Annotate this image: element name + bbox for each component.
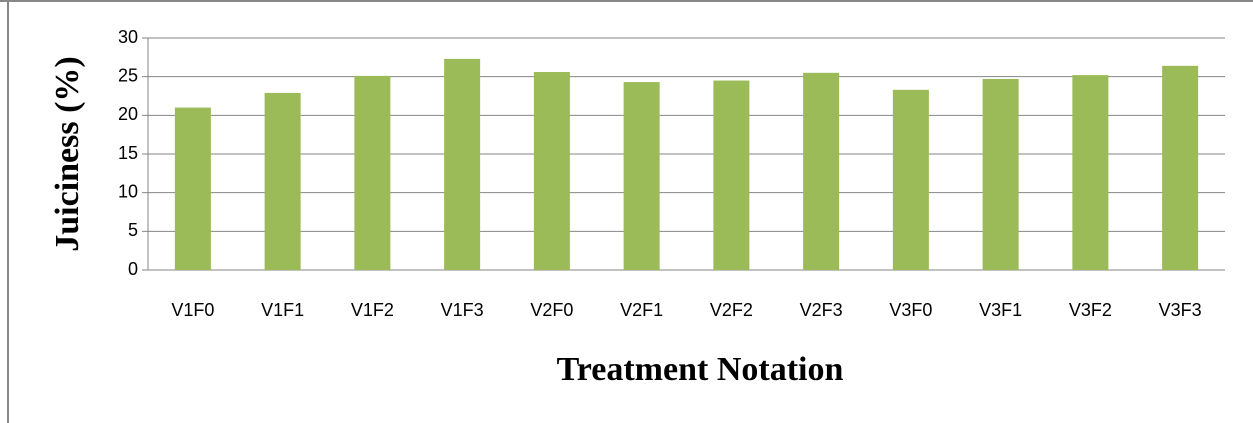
- bar: [264, 92, 301, 270]
- y-tick-label: 10: [118, 181, 138, 201]
- y-tick-label: 20: [118, 104, 138, 124]
- y-tick-label: 5: [128, 220, 138, 240]
- y-tick-label: 25: [118, 65, 138, 85]
- bar: [623, 82, 660, 270]
- x-tick-label: V3F0: [889, 300, 932, 320]
- bar: [1162, 65, 1199, 270]
- x-tick-label: V1F3: [441, 300, 484, 320]
- x-tick-label: V3F1: [979, 300, 1022, 320]
- x-tick-label: V2F1: [620, 300, 663, 320]
- x-axis-title: Treatment Notation: [557, 351, 844, 388]
- y-axis-title: Juiciness (%): [49, 56, 86, 252]
- bar: [174, 107, 211, 270]
- bar: [803, 72, 840, 270]
- x-tick-label: V2F2: [710, 300, 753, 320]
- bar: [1072, 75, 1109, 271]
- x-tick-label: V3F3: [1159, 300, 1202, 320]
- x-tick-label: V1F1: [261, 300, 304, 320]
- x-tick-label: V3F2: [1069, 300, 1112, 320]
- bar: [713, 80, 750, 271]
- bar: [444, 58, 481, 270]
- x-tick-label: V1F2: [351, 300, 394, 320]
- x-tick-label: V2F0: [530, 300, 573, 320]
- bar: [354, 75, 391, 270]
- y-tick-label: 0: [128, 259, 138, 279]
- bar: [533, 72, 570, 270]
- x-tick-label: V2F3: [800, 300, 843, 320]
- bar: [982, 78, 1019, 270]
- y-tick-label: 15: [118, 143, 138, 163]
- y-tick-label: 30: [118, 27, 138, 47]
- x-tick-label: V1F0: [171, 300, 214, 320]
- bar: [892, 89, 929, 271]
